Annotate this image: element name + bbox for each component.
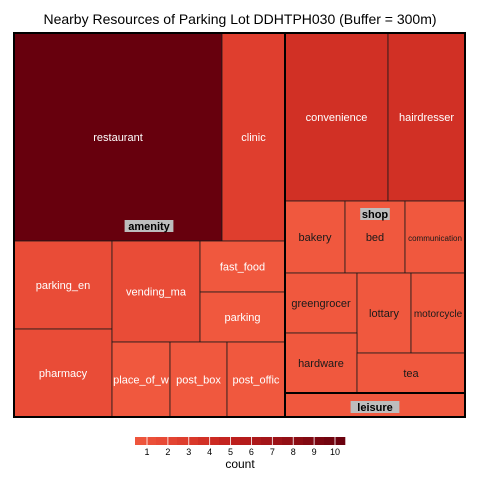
tile-label: pharmacy bbox=[39, 368, 88, 380]
legend-color-segment bbox=[313, 437, 325, 445]
tile-label: post_box bbox=[176, 375, 221, 387]
legend-tick-label: 5 bbox=[228, 447, 233, 457]
group-label-bg bbox=[360, 208, 390, 220]
legend-color-segment bbox=[292, 437, 304, 445]
legend-color-segment bbox=[303, 437, 314, 445]
tile-label: post_offic bbox=[233, 375, 280, 387]
legend-color-segment bbox=[334, 437, 346, 445]
plot-border bbox=[13, 32, 466, 418]
group-label-leisure: leisure bbox=[357, 402, 392, 414]
tile-parking bbox=[199, 291, 286, 343]
group-frames: amenity shop leisure bbox=[13, 32, 466, 418]
group-label-amenity: amenity bbox=[128, 221, 170, 233]
legend-tick-label: 2 bbox=[165, 447, 170, 457]
legend-tick-label: 8 bbox=[291, 447, 296, 457]
legend-color-segment bbox=[271, 437, 283, 445]
tile-label: restaurant bbox=[93, 132, 143, 144]
tile-label: motorcycle bbox=[414, 309, 463, 320]
tile-label: communication bbox=[408, 234, 462, 243]
legend-title: count bbox=[225, 457, 255, 471]
tile-post-box bbox=[169, 341, 228, 418]
tile-label: place_of_w bbox=[113, 375, 169, 387]
tile-label: fast_food bbox=[220, 262, 265, 274]
tile-parking-en bbox=[13, 240, 113, 330]
tile-label: bed bbox=[366, 232, 384, 244]
tile-label: clinic bbox=[241, 132, 266, 144]
tile-communication bbox=[404, 200, 466, 274]
legend-tick-label: 1 bbox=[144, 447, 149, 457]
group-label-bg bbox=[350, 401, 400, 413]
legend-tick-label: 7 bbox=[270, 447, 275, 457]
tile-greengrocer bbox=[284, 272, 358, 334]
tile-label: lottary bbox=[369, 308, 399, 320]
legend-color-segment bbox=[156, 437, 167, 445]
legend-tick-label: 4 bbox=[207, 447, 212, 457]
legend-color-segment bbox=[240, 437, 251, 445]
tile-label: hairdresser bbox=[399, 112, 454, 124]
tile-restaurant bbox=[13, 32, 223, 242]
color-legend: 1 2 3 4 5 6 7 8 9 10 count bbox=[135, 437, 346, 471]
legend-color-segment bbox=[208, 437, 220, 445]
tile-label: parking bbox=[224, 312, 260, 324]
legend-color-segment bbox=[166, 437, 178, 445]
tile-pharmacy bbox=[13, 328, 113, 418]
tile-label: greengrocer bbox=[291, 298, 351, 310]
legend-color-segment bbox=[229, 437, 241, 445]
legend-color-segment bbox=[250, 437, 262, 445]
legend-tick-label: 6 bbox=[249, 447, 254, 457]
legend-color-segment bbox=[145, 437, 157, 445]
legend-color-segment bbox=[324, 437, 335, 445]
group-label-bg bbox=[124, 220, 174, 232]
legend-tick-label: 3 bbox=[186, 447, 191, 457]
legend-color-segment bbox=[177, 437, 188, 445]
legend-tick-label: 10 bbox=[330, 447, 340, 457]
tile-convenience bbox=[284, 32, 389, 202]
group-label-shop: shop bbox=[362, 209, 389, 221]
tile-label: parking_en bbox=[36, 280, 90, 292]
tile-label: tea bbox=[403, 368, 419, 380]
legend-color-segment bbox=[282, 437, 293, 445]
tile-hardware bbox=[284, 332, 358, 394]
tile-label: convenience bbox=[306, 112, 368, 124]
chart-title: Nearby Resources of Parking Lot DDHTPH03… bbox=[43, 11, 436, 27]
tile-tea bbox=[356, 352, 466, 394]
legend-color-segment bbox=[187, 437, 199, 445]
legend-color-segment bbox=[135, 437, 146, 445]
legend-color-segment bbox=[261, 437, 272, 445]
tile-bakery bbox=[284, 200, 346, 274]
legend-color-segment bbox=[198, 437, 209, 445]
tile-label: vending_ma bbox=[126, 287, 187, 299]
tile-motorcycle bbox=[410, 272, 466, 354]
tile-label: hardware bbox=[298, 358, 344, 370]
tile-label: bakery bbox=[298, 232, 332, 244]
treemap-tiles: restaurant clinic parking_en pharmacy vendin… bbox=[13, 32, 466, 418]
legend-tick-label: 9 bbox=[312, 447, 317, 457]
tile-vending-ma bbox=[111, 240, 201, 343]
legend-color-segment bbox=[219, 437, 230, 445]
tile-lottary bbox=[356, 272, 412, 354]
tile-hairdresser bbox=[387, 32, 466, 202]
